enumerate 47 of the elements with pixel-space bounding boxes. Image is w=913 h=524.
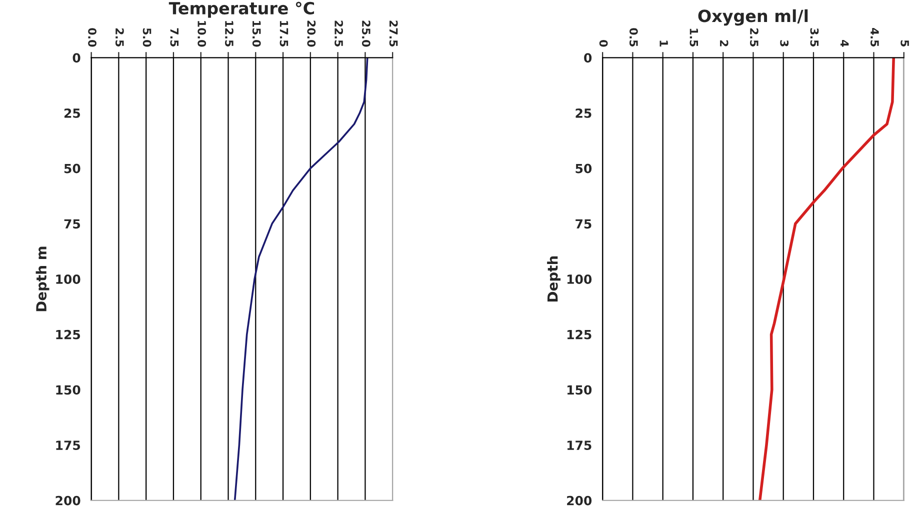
x-tick-label: 5.0: [142, 28, 152, 47]
y-tick-label: 150: [567, 385, 592, 395]
x-tick-label: 15.0: [252, 21, 261, 47]
x-tick-label: 2.5: [115, 28, 124, 46]
y-tick-label: 50: [64, 164, 80, 174]
x-tick-label: 5: [900, 40, 909, 46]
y-tick-label: 100: [56, 274, 80, 284]
y-tick-label: 0: [584, 53, 592, 63]
y-tick-label: 125: [567, 330, 592, 340]
y-axis-title: Depth: [547, 256, 561, 302]
y-tick-label: 175: [567, 440, 592, 450]
y-axis-title: Depth m: [36, 246, 50, 312]
y-tick-label: 25: [576, 108, 592, 118]
y-tick-label: 25: [64, 108, 80, 118]
x-tick-label: 0.0: [88, 28, 96, 47]
y-tick-label: 125: [56, 330, 80, 340]
y-tick-label: 75: [64, 219, 80, 229]
x-tick-label: 17.5: [280, 21, 288, 46]
x-tick-label: 20.0: [307, 20, 316, 47]
y-tick-label: 150: [56, 385, 80, 395]
x-tick-label: 7.5: [170, 28, 179, 46]
x-tick-label: 27.5: [389, 20, 398, 46]
x-tick-label: 10.0: [198, 21, 206, 47]
x-tick-label: 4.5: [870, 28, 879, 46]
x-tick-label: 12.5: [225, 21, 234, 46]
x-tick-label: 0.5: [629, 28, 638, 46]
y-tick-label: 0: [72, 53, 80, 63]
y-tick-label: 175: [56, 440, 80, 450]
x-tick-label: 2.5: [750, 28, 758, 46]
x-tick-label: 2: [720, 40, 728, 46]
x-tick-label: 1: [660, 40, 668, 46]
y-tick-label: 100: [567, 274, 592, 284]
y-tick-label: 200: [567, 496, 592, 506]
chart-title: Oxygen ml/l: [698, 9, 808, 26]
x-tick-label: 3: [780, 40, 789, 46]
line-series: [758, 58, 896, 500]
x-tick-label: 22.5: [334, 20, 343, 46]
x-tick-label: 1.5: [690, 28, 698, 46]
y-tick-label: 200: [56, 496, 80, 506]
y-tick-label: 75: [576, 219, 592, 229]
line-series: [234, 58, 368, 500]
x-tick-label: 25.0: [362, 20, 370, 47]
y-tick-label: 50: [576, 164, 592, 174]
chart-title: Temperature °C: [168, 2, 314, 18]
x-tick-label: 3.5: [810, 28, 819, 46]
x-tick-label: 4: [840, 40, 849, 47]
x-tick-label: 0: [599, 40, 608, 47]
